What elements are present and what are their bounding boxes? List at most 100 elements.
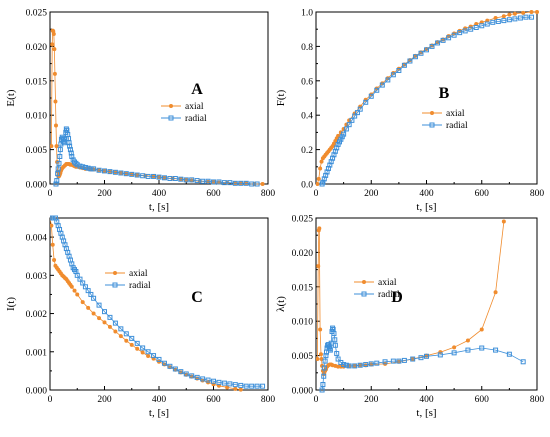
data-point-axial — [50, 144, 54, 149]
legend: axial radial — [161, 102, 207, 124]
data-point-radial — [194, 178, 200, 184]
data-point-axial — [135, 346, 140, 351]
y-tick-label: 0.002 — [26, 310, 48, 320]
data-point-axial — [50, 42, 55, 47]
y-tick-label: 0.015 — [292, 283, 314, 293]
data-point-radial — [156, 174, 162, 180]
series-radial — [50, 215, 266, 389]
data-point-radial — [183, 371, 189, 377]
data-point-axial — [118, 334, 123, 339]
y-tick-label: 0.4 — [301, 112, 313, 122]
data-point-radial — [330, 325, 336, 331]
x-tick-label: 600 — [206, 189, 221, 199]
data-point-radial — [479, 345, 485, 351]
data-point-radial — [156, 356, 162, 362]
data-point-radial — [440, 37, 446, 43]
legend-marker-axial — [430, 111, 434, 115]
data-point-radial — [418, 50, 424, 56]
y-axis-label: I(t) — [5, 297, 17, 311]
data-point-radial — [260, 383, 266, 389]
x-tick-label: 600 — [475, 395, 490, 405]
data-point-axial — [238, 387, 243, 392]
data-point-radial — [74, 162, 80, 168]
data-point-radial — [451, 32, 457, 38]
data-point-radial — [352, 363, 358, 369]
data-point-axial — [52, 71, 57, 76]
series-line-axial — [317, 221, 505, 376]
data-point-axial — [316, 264, 321, 269]
data-point-radial — [205, 178, 211, 184]
data-point-axial — [493, 290, 498, 295]
data-point-radial — [346, 122, 352, 128]
data-point-radial — [254, 181, 260, 187]
data-point-radial — [368, 93, 374, 99]
y-axis-label: λ(t) — [275, 296, 287, 312]
data-point-radial — [172, 366, 178, 372]
data-point-radial — [506, 17, 512, 23]
data-point-axial — [72, 288, 77, 293]
data-point-radial — [118, 170, 124, 176]
x-tick-label: 400 — [419, 189, 434, 199]
data-point-axial — [140, 350, 145, 355]
data-point-radial — [249, 181, 255, 187]
x-axis-label: t, [s] — [416, 407, 436, 419]
series-line-axial — [51, 29, 263, 185]
data-point-radial — [435, 40, 441, 46]
data-point-radial — [232, 382, 238, 388]
data-point-axial — [97, 316, 102, 321]
series-axial — [50, 28, 265, 186]
data-point-radial — [66, 140, 72, 146]
data-point-radial — [517, 15, 523, 21]
series-line-radial — [321, 16, 532, 185]
data-point-radial — [396, 358, 402, 364]
data-point-axial — [316, 357, 320, 362]
data-point-radial — [332, 148, 338, 154]
legend-label-radial: radial — [185, 114, 207, 124]
data-point-radial — [325, 166, 331, 172]
data-point-axial — [501, 14, 506, 19]
data-point-axial — [69, 284, 74, 289]
data-point-radial — [123, 171, 129, 177]
data-point-axial — [317, 226, 322, 231]
data-point-radial — [53, 181, 59, 187]
data-point-axial — [336, 364, 341, 369]
legend-label-axial: axial — [378, 278, 397, 288]
data-point-radial — [140, 345, 146, 351]
data-point-radial — [339, 134, 345, 140]
x-tick-label: 800 — [530, 189, 545, 199]
data-point-radial — [473, 24, 479, 30]
y-tick-label: 0.004 — [26, 234, 48, 244]
data-point-radial — [80, 164, 86, 170]
data-point-radial — [341, 131, 347, 137]
data-point-radial — [134, 340, 140, 346]
data-point-radial — [390, 72, 396, 78]
x-tick-label: 200 — [364, 395, 379, 405]
data-point-radial — [495, 18, 501, 24]
data-point-radial — [323, 172, 329, 178]
series-radial — [319, 325, 526, 393]
data-point-radial — [151, 173, 157, 179]
data-point-radial — [424, 353, 429, 359]
data-point-radial — [465, 347, 471, 353]
data-point-radial — [238, 382, 244, 388]
data-point-radial — [418, 355, 424, 361]
data-point-radial — [368, 361, 374, 367]
data-point-axial — [52, 47, 57, 52]
y-axis-label: E(t) — [5, 89, 17, 106]
legend-label-axial: axial — [185, 102, 204, 112]
data-point-radial — [346, 363, 352, 369]
data-point-radial — [520, 359, 526, 365]
data-point-radial — [506, 351, 512, 357]
data-point-radial — [145, 173, 151, 179]
chart-panel-D: 0 200 400 600 800 0.000 0.005 0.010 0.015 0.020 0.… — [275, 215, 544, 420]
data-point-axial — [316, 176, 321, 181]
data-point-radial — [107, 169, 113, 175]
series-line-radial — [50, 217, 263, 387]
y-tick-label: 0.010 — [292, 318, 314, 328]
y-tick-label: 0.020 — [26, 43, 48, 53]
x-tick-label: 400 — [419, 395, 434, 405]
data-point-radial — [178, 369, 184, 375]
data-point-radial — [320, 179, 326, 185]
x-tick-label: 600 — [475, 189, 490, 199]
legend-marker-radial — [429, 122, 435, 128]
